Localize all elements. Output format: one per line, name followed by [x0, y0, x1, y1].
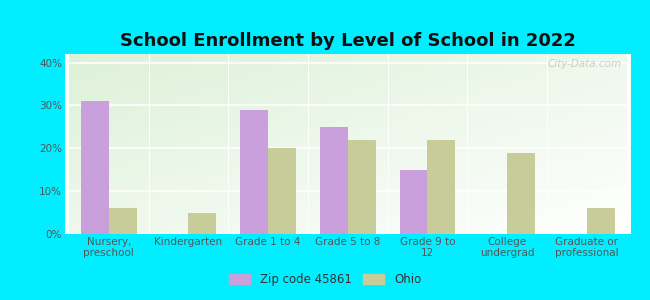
Bar: [109, 208, 136, 234]
Bar: [348, 140, 376, 234]
Bar: [188, 213, 216, 234]
Bar: [428, 140, 455, 234]
Bar: [320, 127, 348, 234]
Title: School Enrollment by Level of School in 2022: School Enrollment by Level of School in …: [120, 32, 576, 50]
Bar: [240, 110, 268, 234]
Bar: [587, 208, 614, 234]
Bar: [507, 153, 535, 234]
Bar: [268, 148, 296, 234]
Bar: [400, 170, 428, 234]
Bar: [81, 101, 109, 234]
Text: City-Data.com: City-Data.com: [548, 59, 622, 69]
Legend: Zip code 45861, Ohio: Zip code 45861, Ohio: [224, 269, 426, 291]
